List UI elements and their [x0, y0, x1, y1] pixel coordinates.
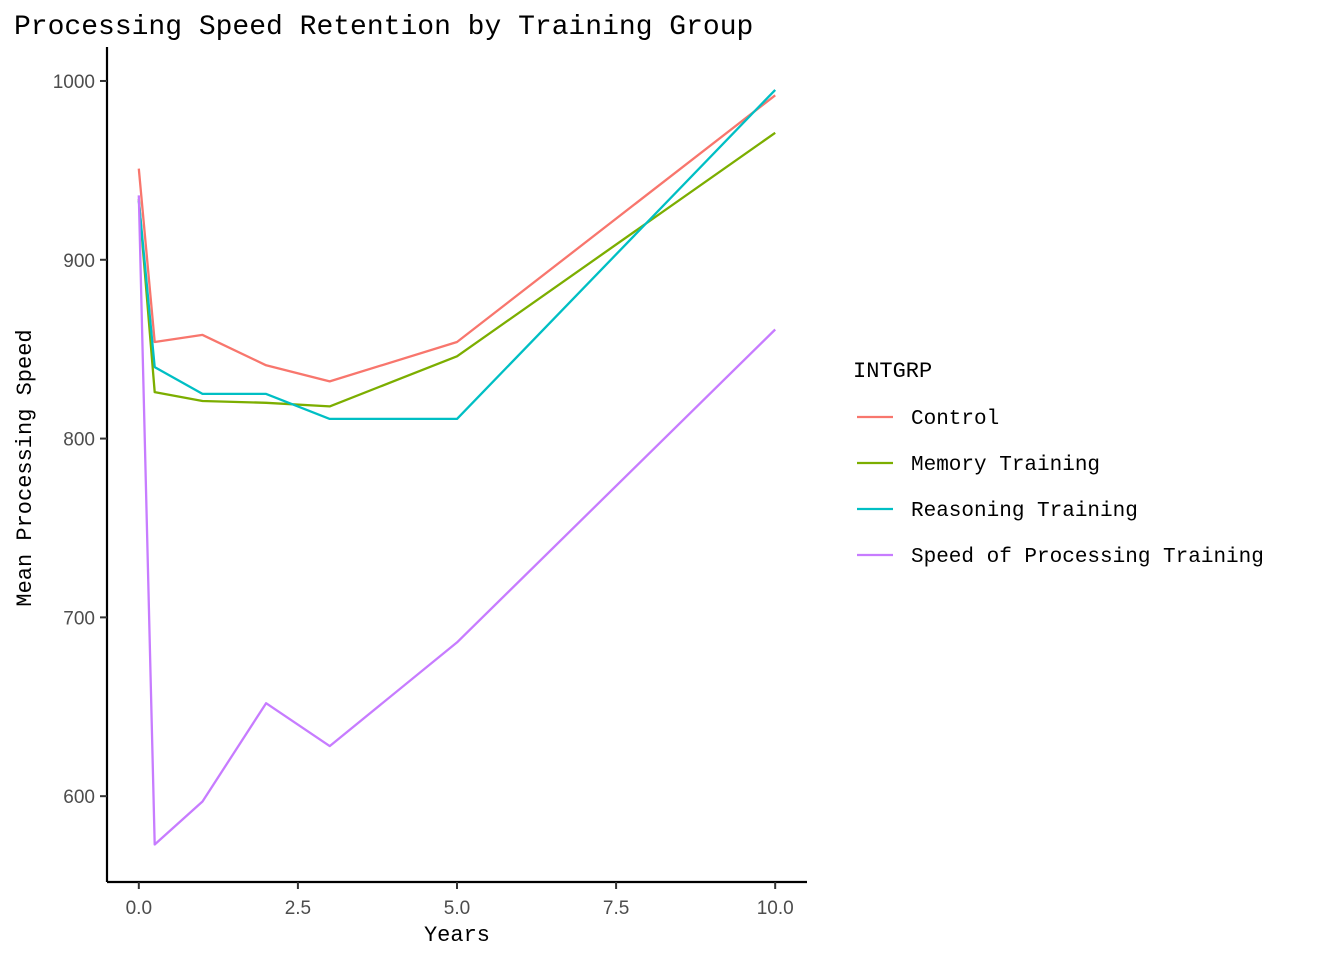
- x-axis-ticks: 0.0 2.5 5.0 7.5 10.0: [126, 882, 794, 919]
- legend-title: INTGRP: [853, 359, 932, 384]
- chart-title: Processing Speed Retention by Training G…: [14, 12, 753, 43]
- series-line-1: [137, 94, 776, 383]
- legend-label-2: Memory Training: [911, 454, 1100, 477]
- series-line-4: [137, 195, 777, 846]
- x-tick-label: 2.5: [285, 898, 311, 919]
- series-lines: [137, 89, 777, 846]
- legend-label-3: Reasoning Training: [911, 500, 1138, 523]
- y-axis-ticks: 600 700 800 900 1000: [53, 72, 107, 808]
- x-tick-label: 0.0: [126, 898, 152, 919]
- x-tick-label: 10.0: [757, 898, 794, 919]
- x-tick-label: 7.5: [603, 898, 629, 919]
- series-line-3: [137, 89, 777, 421]
- y-axis-label: Mean Processing Speed: [13, 329, 38, 606]
- y-tick-label: 600: [63, 787, 95, 808]
- legend-label-4: Speed of Processing Training: [911, 546, 1264, 569]
- plot-area: 600 700 800 900 1000 0.0 2.5 5.0 7.5 10.0: [53, 47, 807, 919]
- x-axis-label: Years: [424, 923, 490, 948]
- legend: INTGRP Control Memory Training Reasoning T…: [853, 359, 1264, 569]
- y-tick-label: 900: [63, 251, 95, 272]
- y-tick-label: 700: [63, 608, 95, 629]
- legend-items: Control Memory Training Reasoning Training…: [857, 408, 1264, 569]
- y-tick-label: 1000: [53, 72, 95, 93]
- series-line-2: [137, 131, 776, 408]
- x-tick-label: 5.0: [444, 898, 470, 919]
- legend-label-1: Control: [911, 408, 999, 431]
- y-tick-label: 800: [63, 430, 95, 451]
